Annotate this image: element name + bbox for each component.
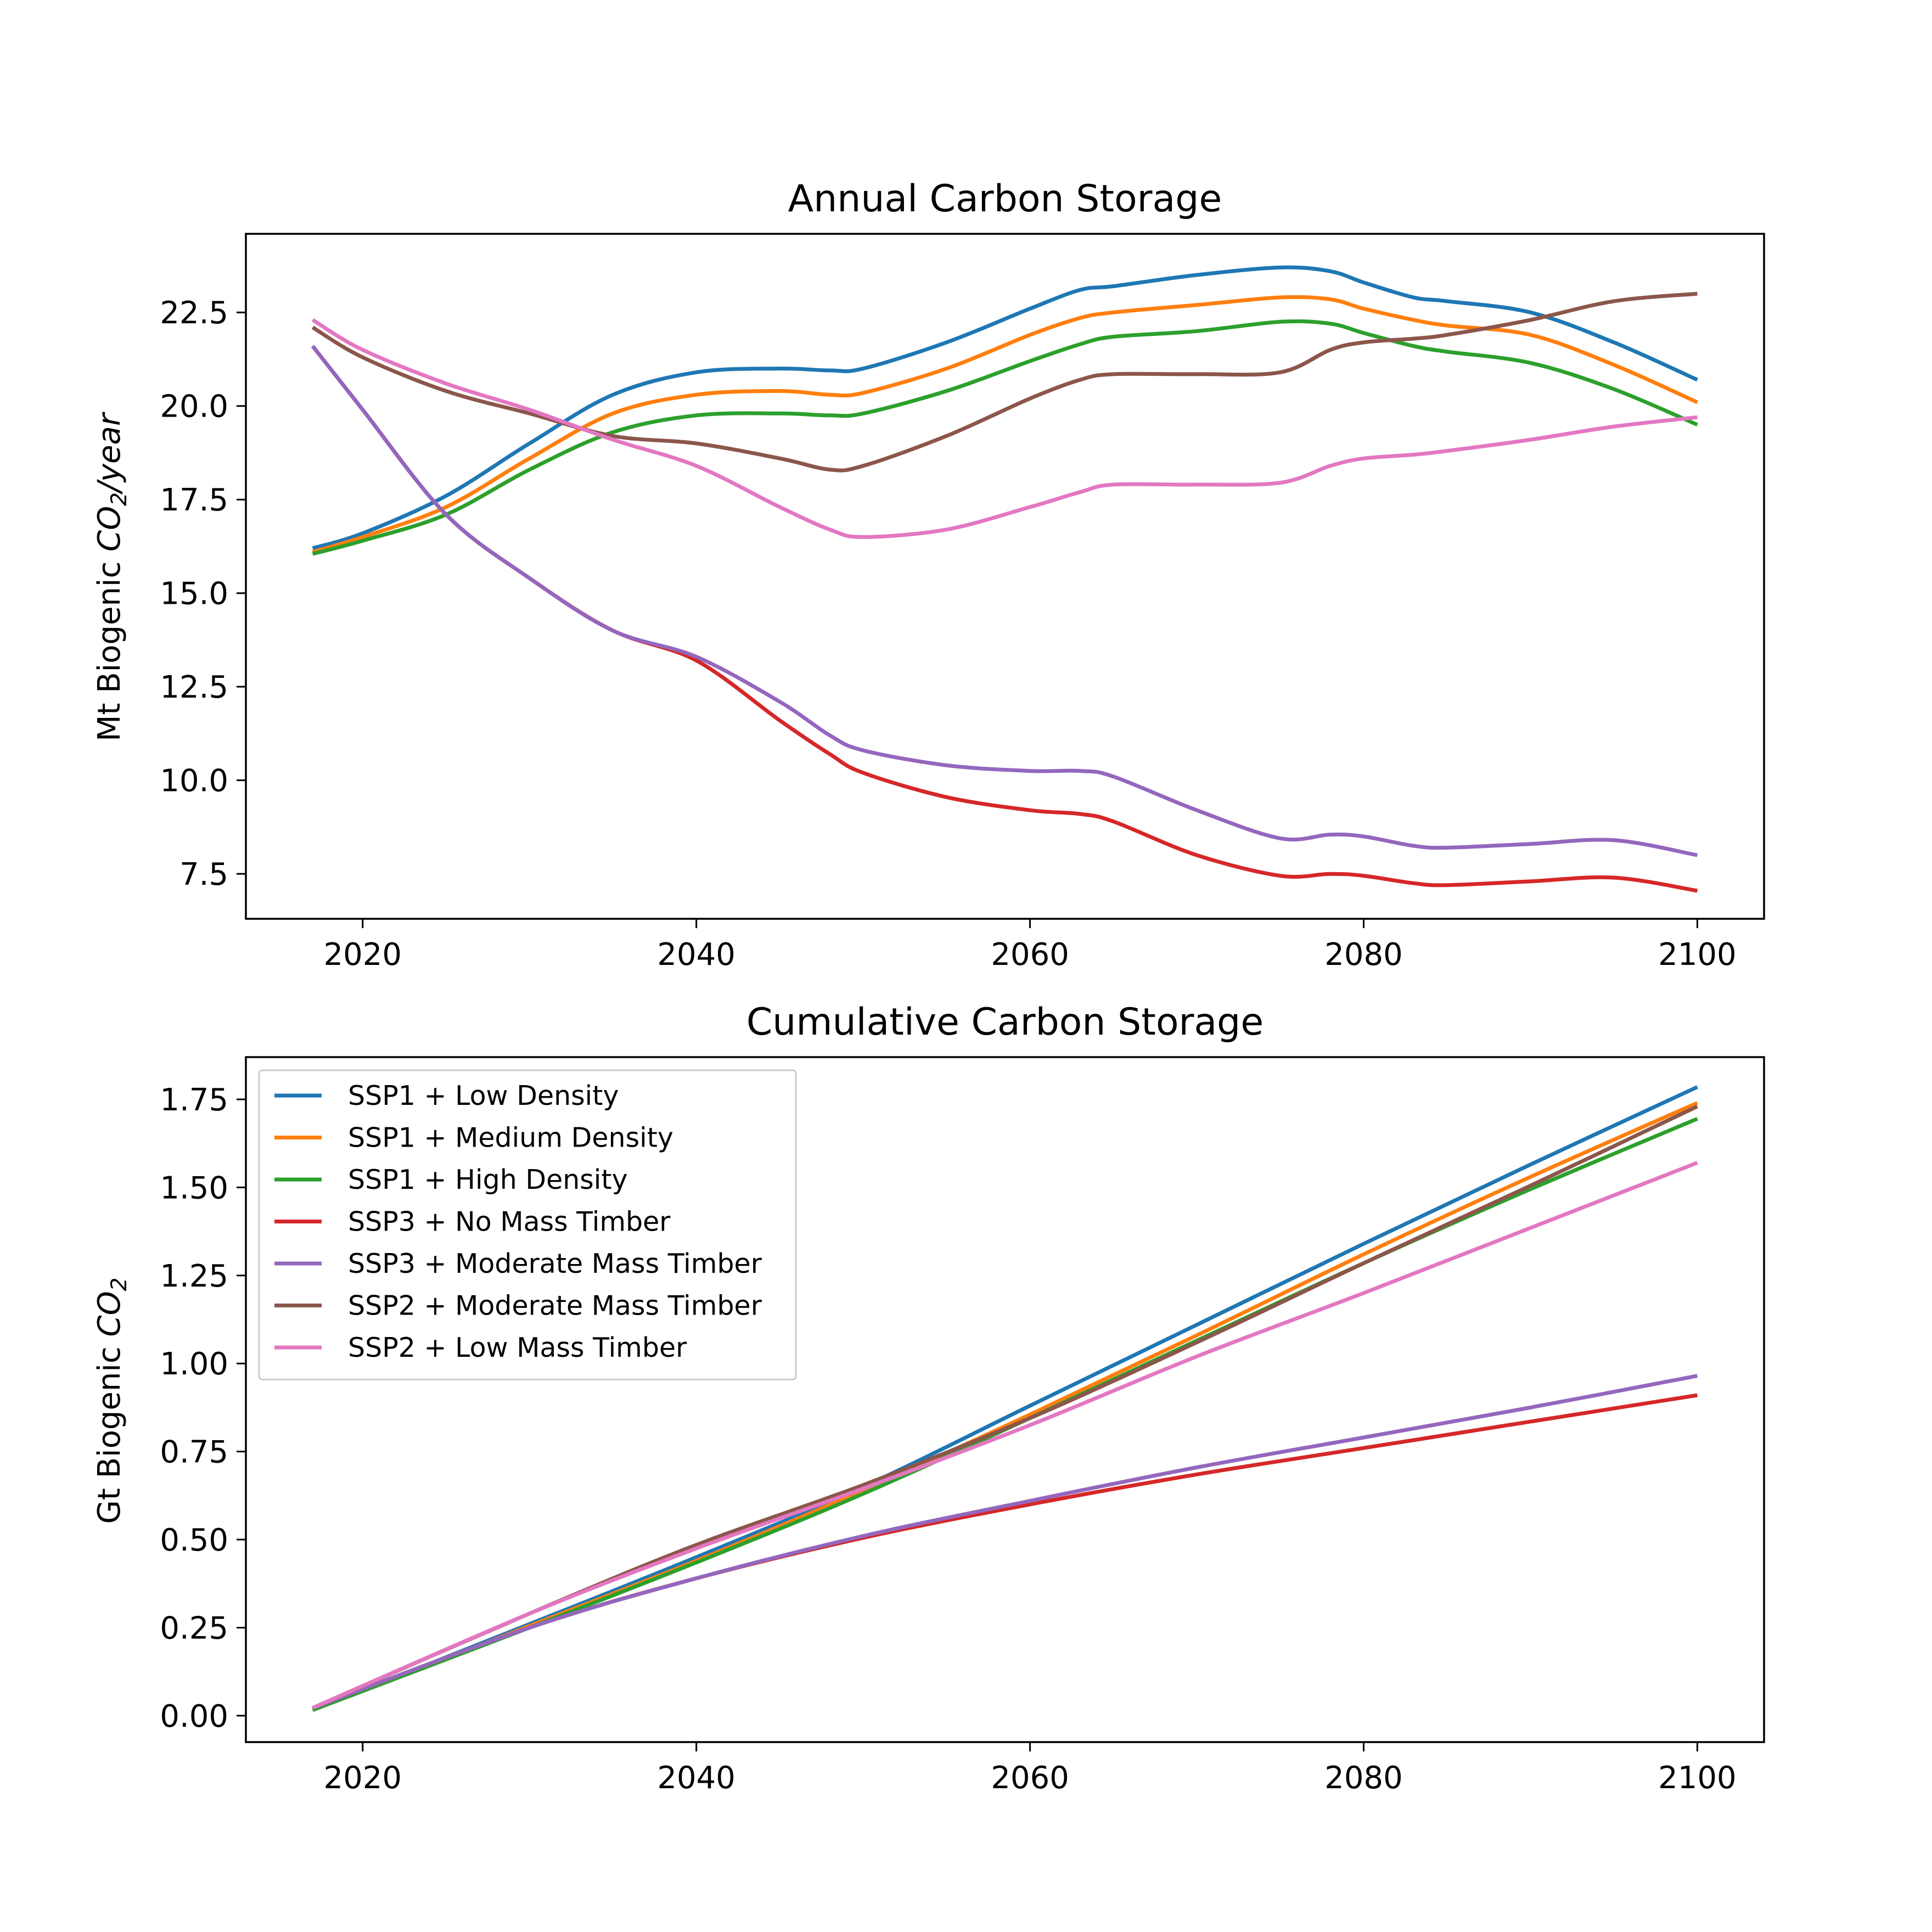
y-tick-label: 10.0	[160, 763, 228, 799]
y-axis-label-var: CO	[92, 506, 127, 552]
series-line-ssp3-moderate-mass-timber	[311, 345, 1698, 857]
series-line-ssp3-no-mass-timber	[312, 1393, 1698, 1710]
legend-label-ssp1-medium-density: SSP1 + Medium Density	[348, 1122, 673, 1154]
y-tick-label: 0.25	[160, 1610, 228, 1646]
y-tick-label: 1.25	[160, 1259, 228, 1294]
series-layer	[311, 265, 1698, 893]
y-tick-label: 7.5	[179, 857, 228, 892]
y-axis-label-prefix: Gt Biogenic	[92, 1336, 127, 1524]
series-line-ssp3-moderate-mass-timber	[312, 1374, 1698, 1710]
y-tick-label: 17.5	[160, 482, 228, 518]
legend-label-ssp1-low-density: SSP1 + Low Density	[348, 1080, 619, 1111]
series-line-ssp1-high-density	[312, 319, 1698, 556]
chart-title: Annual Carbon Storage	[788, 177, 1222, 221]
legend-label-ssp3-moderate-mass-timber: SSP3 + Moderate Mass Timber	[348, 1248, 762, 1279]
plot-frame	[245, 1056, 1765, 1743]
x-tick-label: 2040	[657, 1760, 735, 1796]
y-axis-label-var: CO	[92, 1291, 127, 1336]
legend: SSP1 + Low Density SSP1 + Medium Density S…	[258, 1069, 797, 1380]
y-tick-label: 15.0	[160, 576, 228, 612]
series-line-ssp3-no-mass-timber	[311, 345, 1698, 893]
y-tick-label: 0.75	[160, 1435, 228, 1470]
y-tick-label: 0.50	[160, 1523, 228, 1558]
y-tick-label: 0.00	[160, 1699, 228, 1734]
x-tick-label: 2100	[1658, 937, 1737, 973]
series-line-ssp2-moderate-mass-timber	[311, 291, 1698, 473]
y-axis-label-sub: 2	[107, 1277, 132, 1291]
x-tick-label: 2080	[1324, 1760, 1403, 1796]
series-line-ssp1-low-density	[312, 1085, 1698, 1712]
chart-title: Cumulative Carbon Storage	[746, 1001, 1263, 1044]
y-tick-label: 1.75	[160, 1082, 228, 1118]
y-axis-label-suffix: /year	[92, 412, 127, 495]
series-layer	[312, 1085, 1698, 1712]
series-line-ssp2-low-mass-timber	[311, 318, 1698, 539]
x-tick-label: 2020	[324, 1760, 402, 1796]
x-tick-label: 2060	[991, 937, 1069, 973]
y-tick-label: 12.5	[160, 670, 228, 705]
y-axis-label: Mt Biogenic CO2/year	[92, 412, 132, 742]
legend-label-ssp2-moderate-mass-timber: SSP2 + Moderate Mass Timber	[348, 1290, 762, 1322]
svg-text:Mt Biogenic CO2/year: Mt Biogenic CO2/year	[92, 412, 132, 742]
x-tick-label: 2060	[991, 1760, 1069, 1796]
cumulative-carbon-storage-chart: Cumulative Carbon Storage Gt Biogenic CO…	[92, 1001, 1765, 1796]
plot-frame	[245, 233, 1765, 920]
ticks-layer: 2020 2040 2060 2080 2100 0.00 0.25 0.50 0.75 1.00…	[160, 1082, 1736, 1796]
annual-carbon-storage-chart: Annual Carbon Storage Mt Biogenic CO2/ye…	[92, 177, 1765, 973]
series-line-ssp1-medium-density	[312, 295, 1698, 554]
legend-label-ssp3-no-mass-timber: SSP3 + No Mass Timber	[348, 1206, 671, 1238]
y-axis-label-prefix: Mt Biogenic	[92, 552, 127, 742]
y-tick-label: 20.0	[160, 389, 228, 425]
y-tick-label: 22.5	[160, 295, 228, 331]
y-axis-label: Gt Biogenic CO2	[92, 1277, 132, 1524]
ticks-layer: 2020 2040 2060 2080 2100 7.5 10.0 12.5 15.0 17.5 2…	[160, 295, 1736, 973]
series-line-ssp1-low-density	[312, 265, 1698, 551]
legend-box	[258, 1069, 797, 1380]
x-tick-label: 2040	[657, 937, 735, 973]
y-tick-label: 1.50	[160, 1170, 228, 1206]
legend-label-ssp2-low-mass-timber: SSP2 + Low Mass Timber	[348, 1332, 687, 1363]
x-tick-label: 2020	[324, 937, 402, 973]
series-line-ssp2-low-mass-timber	[312, 1161, 1698, 1710]
svg-text:Gt Biogenic CO2: Gt Biogenic CO2	[92, 1277, 132, 1524]
y-tick-label: 1.00	[160, 1346, 228, 1382]
x-tick-label: 2080	[1324, 937, 1403, 973]
legend-label-ssp1-high-density: SSP1 + High Density	[348, 1164, 628, 1195]
x-tick-label: 2100	[1658, 1760, 1737, 1796]
y-axis-label-sub: 2	[107, 492, 132, 506]
